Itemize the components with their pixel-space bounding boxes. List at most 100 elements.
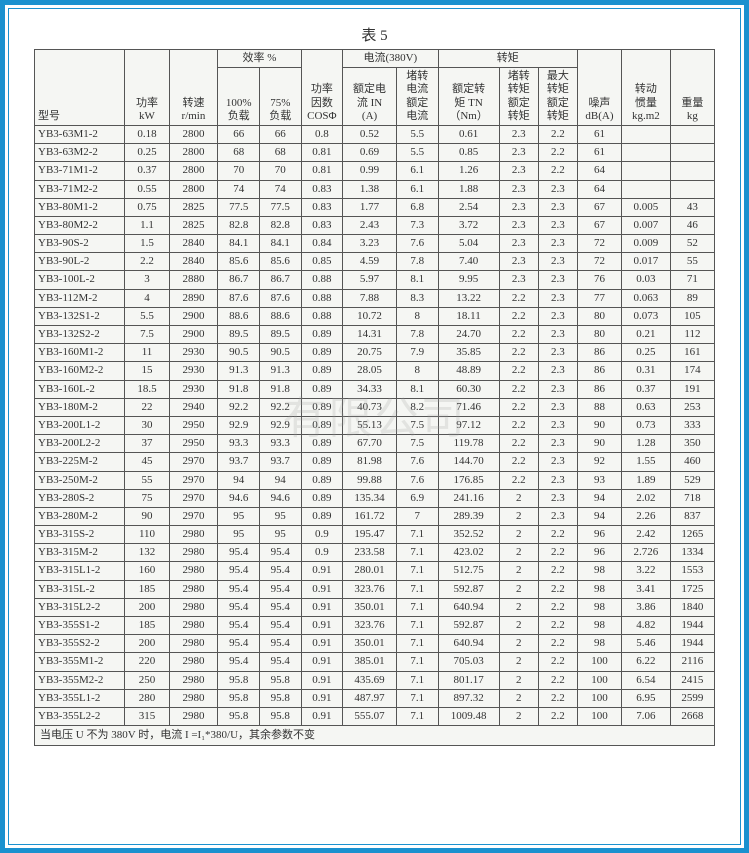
table-cell: 0.009 [621,235,670,253]
table-cell: 52 [670,235,714,253]
table-cell: 7.3 [396,216,438,234]
table-cell: 6.9 [396,489,438,507]
table-cell: 91.8 [259,380,301,398]
table-cell: 7 [396,507,438,525]
table-cell: 95.8 [218,707,260,725]
table-cell: 185 [125,617,169,635]
table-cell: 95.4 [218,653,260,671]
table-cell: 93.3 [259,435,301,453]
table-row: YB3-250M-255297094940.8999.887.6176.852.… [35,471,715,489]
table-cell: 333 [670,416,714,434]
table-cell: 2.2 [499,398,538,416]
table-cell: 0.91 [301,562,343,580]
table-cell: 0.8 [301,125,343,143]
table-cell: 241.16 [438,489,499,507]
table-cell: 95.8 [218,671,260,689]
table-cell: 85.6 [259,253,301,271]
table-cell: 91.3 [259,362,301,380]
table-cell: YB3-355S1-2 [35,617,125,635]
table-cell: 0.89 [301,471,343,489]
table-row: YB3-80M1-20.75282577.577.50.831.776.82.5… [35,198,715,216]
table-cell: 95 [218,526,260,544]
table-cell: 233.58 [343,544,397,562]
table-cell: 34.33 [343,380,397,398]
table-cell: 0.91 [301,653,343,671]
table-cell: 0.37 [621,380,670,398]
table-cell: 1.77 [343,198,397,216]
table-cell: 0.25 [621,344,670,362]
table-cell: 92.2 [218,398,260,416]
table-cell: 185 [125,580,169,598]
table-cell: 2825 [169,198,218,216]
table-cell: 2840 [169,235,218,253]
table-cell: YB3-132S2-2 [35,326,125,344]
table-cell: 85.6 [218,253,260,271]
table-cell: 2 [499,562,538,580]
table-cell: 897.32 [438,689,499,707]
table-cell: 2.2 [538,707,577,725]
table-cell: 2 [499,617,538,635]
table-cell: 2 [499,507,538,525]
table-cell: YB3-315M-2 [35,544,125,562]
table-cell: 99.88 [343,471,397,489]
table-cell: 110 [125,526,169,544]
table-cell: 460 [670,453,714,471]
table-cell: 22 [125,398,169,416]
table-cell: 2 [499,544,538,562]
table-cell: 2.2 [499,326,538,344]
table-cell: 0.91 [301,671,343,689]
table-cell: 1.28 [621,435,670,453]
table-cell: 67 [577,198,621,216]
hsc2: 电流 [406,83,428,95]
hpf3: COSΦ [307,110,336,122]
table-cell: 0.03 [621,271,670,289]
table-cell: 132 [125,544,169,562]
table-cell: 2.2 [538,653,577,671]
table-cell: 95 [259,507,301,525]
table-row: YB3-132S1-25.5290088.688.60.8810.72818.1… [35,307,715,325]
table-cell: 6.8 [396,198,438,216]
table-cell: 1.89 [621,471,670,489]
table-cell: 640.94 [438,635,499,653]
table-cell: 7.6 [396,471,438,489]
header-max-torque: 最大 转矩 额定 转矩 [538,68,577,126]
table-cell: YB3-80M2-2 [35,216,125,234]
table-cell: 7.1 [396,635,438,653]
table-cell: 67 [577,216,621,234]
table-cell: 86.7 [259,271,301,289]
table-cell: 2.2 [538,562,577,580]
table-cell: 1.88 [438,180,499,198]
table-cell [621,162,670,180]
header-group-efficiency: 效率 % [218,50,301,68]
table-cell: 86 [577,380,621,398]
table-cell: 5.46 [621,635,670,653]
table-cell: 86.7 [218,271,260,289]
table-cell: 705.03 [438,653,499,671]
table-cell: YB3-315S-2 [35,526,125,544]
table-cell: 2.2 [499,362,538,380]
table-cell: 3.23 [343,235,397,253]
table-cell: 176.85 [438,471,499,489]
header-power-l1: 功率 [136,97,158,109]
table-cell: 315 [125,707,169,725]
table-cell: 98 [577,617,621,635]
table-row: YB3-63M1-20.18280066660.80.525.50.612.32… [35,125,715,143]
table-cell: 0.89 [301,416,343,434]
table-cell: 95.4 [218,617,260,635]
table-cell: 2.3 [538,216,577,234]
table-cell: 30 [125,416,169,434]
hsc4: 电流 [406,110,428,122]
header-speed-l1: 转速 [182,97,204,109]
table-cell: 7.06 [621,707,670,725]
table-cell: 2 [499,671,538,689]
table-cell: 13.22 [438,289,499,307]
table-cell: 95.4 [218,635,260,653]
table-cell: 48.89 [438,362,499,380]
table-cell: 7.9 [396,344,438,362]
table-row: YB3-315L1-2160298095.495.40.91280.017.15… [35,562,715,580]
table-cell: 94 [218,471,260,489]
table-cell: YB3-160L-2 [35,380,125,398]
table-cell: 2.3 [538,416,577,434]
table-cell: 0.9 [301,544,343,562]
table-cell: 352.52 [438,526,499,544]
